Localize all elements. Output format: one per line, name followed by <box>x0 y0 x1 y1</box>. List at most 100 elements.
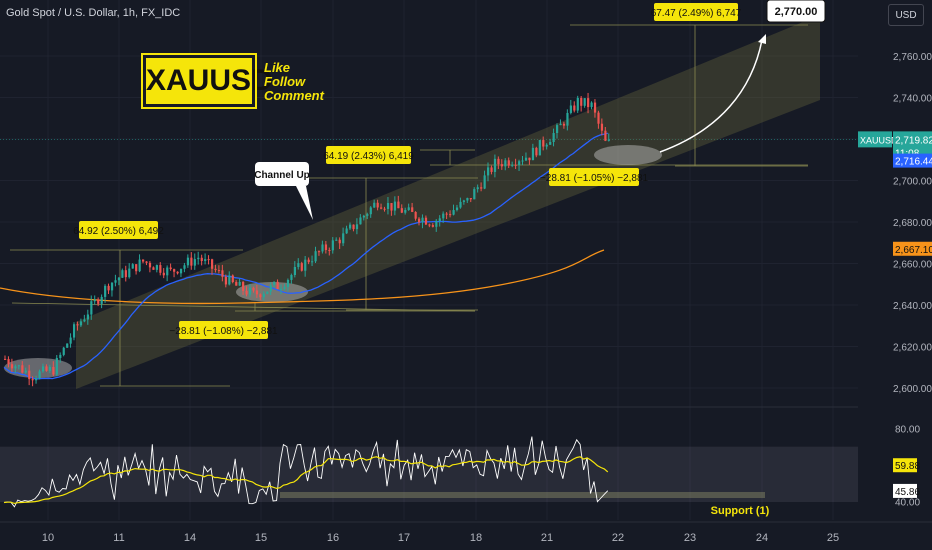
candle <box>269 285 272 292</box>
candle <box>62 347 65 355</box>
candle <box>462 200 466 202</box>
ma-fast-line <box>3 132 608 380</box>
candle <box>217 270 221 272</box>
price-tick: 2,660.00 <box>893 260 932 271</box>
price-tick: 2,600.00 <box>893 384 932 395</box>
candle <box>604 130 607 141</box>
annotation-labels: 64.92 (2.50%) 6,492 −28.81 (−1.08%) −2,88… <box>73 0 826 339</box>
candle <box>352 224 355 230</box>
candle <box>224 276 227 285</box>
candle <box>576 97 579 111</box>
candle <box>4 358 7 360</box>
candle <box>273 281 276 286</box>
time-axis: 10 11 14 15 16 17 18 21 22 23 24 25 <box>0 521 932 544</box>
candle <box>473 189 476 200</box>
candle <box>211 259 214 269</box>
candle <box>518 161 521 166</box>
measure-1: 64.92 (2.50%) 6,492 <box>73 226 164 237</box>
promo-follow: Follow <box>264 74 306 89</box>
time-tick: 17 <box>398 532 410 544</box>
candle <box>162 272 165 276</box>
candle <box>321 244 324 252</box>
candle <box>455 207 459 211</box>
candle <box>83 319 86 322</box>
candle <box>556 125 559 134</box>
candle <box>86 314 89 320</box>
channel-label: Channel Up <box>254 170 310 181</box>
candle <box>511 164 514 166</box>
measure-4: −28.81 (−1.05%) −2,881 <box>540 173 649 184</box>
price-tick: 2,700.00 <box>893 177 932 188</box>
candle <box>442 213 445 219</box>
candle <box>179 268 183 274</box>
candle <box>476 187 479 190</box>
candle <box>114 280 117 283</box>
candle <box>79 321 83 326</box>
highlight-ellipse <box>236 282 308 302</box>
support-zone <box>280 492 765 498</box>
channel-up-band <box>76 15 820 389</box>
candle <box>304 259 307 271</box>
candle <box>142 259 145 262</box>
candle <box>155 265 158 270</box>
candle <box>290 275 293 280</box>
candle <box>469 198 472 200</box>
candle <box>545 144 548 147</box>
candle <box>521 160 524 162</box>
candle <box>587 98 590 108</box>
candle <box>76 324 79 326</box>
target-box <box>766 0 826 23</box>
candle <box>41 366 45 372</box>
promo-text: Like Follow Comment <box>264 61 324 103</box>
candle <box>31 379 34 381</box>
rsi-tag: 45.86 <box>895 487 920 498</box>
measure-tools <box>10 24 808 387</box>
candle <box>380 207 383 209</box>
candle <box>445 213 448 215</box>
candle <box>280 288 283 290</box>
rsi-ma-tag-box <box>893 458 917 473</box>
candle <box>535 147 538 156</box>
time-tick: 16 <box>327 532 339 544</box>
candle <box>562 123 566 126</box>
candle <box>145 261 148 263</box>
rsi-tick: 40.00 <box>895 498 920 509</box>
time-tick: 21 <box>541 532 553 544</box>
candle <box>600 123 604 131</box>
candle <box>393 201 397 211</box>
candle <box>55 357 58 375</box>
time-tick: 22 <box>612 532 624 544</box>
candle <box>169 267 172 270</box>
candle <box>552 133 555 142</box>
candle <box>459 201 462 208</box>
candle <box>173 269 176 272</box>
candle <box>248 287 252 295</box>
promo-comment: Comment <box>264 88 324 103</box>
candle <box>255 290 259 295</box>
candle <box>424 217 428 225</box>
candle <box>311 261 314 263</box>
candle <box>421 217 424 223</box>
rsi-line <box>3 436 609 508</box>
candle <box>345 228 348 234</box>
currency-button[interactable]: USD <box>888 4 924 26</box>
rsi-band <box>0 446 888 502</box>
time-tick: 18 <box>470 532 482 544</box>
candle <box>276 281 279 289</box>
candle <box>314 251 317 262</box>
candle <box>286 279 290 288</box>
candle <box>542 140 545 147</box>
candle <box>245 290 248 295</box>
candle <box>207 259 210 261</box>
candle <box>466 198 469 201</box>
symbol-tag-label: XAUUSD <box>860 135 898 145</box>
candle <box>7 359 10 365</box>
time-tick: 15 <box>255 532 267 544</box>
candle <box>193 259 196 266</box>
highlight-ellipses <box>4 145 662 378</box>
time-tick: 11 <box>113 532 124 544</box>
candle <box>331 240 334 251</box>
candle <box>262 293 265 298</box>
candle <box>407 207 410 211</box>
candle <box>24 370 27 373</box>
